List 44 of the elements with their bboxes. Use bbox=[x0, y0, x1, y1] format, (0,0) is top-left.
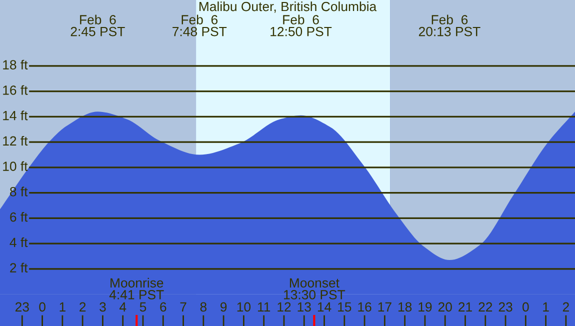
x-tick-label: 0 bbox=[522, 302, 529, 312]
x-tick-label: 23 bbox=[498, 302, 512, 312]
annotation: Feb 6 12:50 PST bbox=[270, 14, 332, 36]
y-tick-label: 4 ft bbox=[10, 237, 28, 248]
x-tick-label: 14 bbox=[318, 302, 332, 312]
x-tick-label: 12 bbox=[278, 302, 291, 312]
y-tick-label: 14 ft bbox=[3, 110, 28, 120]
annotation: Feb 6 7:48 PST bbox=[172, 14, 227, 36]
x-tick-label: 5 bbox=[140, 302, 146, 312]
x-tick-label: 16 bbox=[358, 302, 372, 312]
x-tick-label: 23 bbox=[15, 302, 29, 312]
y-tick-label: 10 ft bbox=[3, 161, 28, 171]
x-tick-label: 21 bbox=[458, 302, 472, 312]
y-tick-label: 16 ft bbox=[3, 85, 28, 95]
y-tick-label: 2 ft bbox=[10, 262, 28, 272]
y-tick-label: 6 ft bbox=[10, 212, 28, 222]
x-tick-label: 20 bbox=[438, 302, 452, 312]
ref-line-label: Moonset 13:30 PST bbox=[284, 278, 346, 300]
x-tick-label: 1 bbox=[60, 302, 66, 312]
x-tick-label: 8 bbox=[200, 302, 207, 312]
ref-line-label: Moonrise 4:41 PST bbox=[109, 278, 164, 300]
chart-title: Malibu Outer, British Columbia bbox=[199, 2, 377, 13]
y-tick-label: 18 ft bbox=[3, 60, 28, 70]
x-tick-label: 17 bbox=[378, 302, 392, 312]
x-tick-label: 15 bbox=[338, 302, 352, 312]
x-tick-label: 6 bbox=[160, 302, 166, 312]
x-tick-label: 2 bbox=[80, 302, 86, 312]
x-tick-label: 4 bbox=[119, 302, 126, 312]
x-tick-label: 1 bbox=[543, 302, 549, 312]
annotation: Feb 6 20:13 PST bbox=[418, 14, 480, 36]
y-tick-label: 12 ft bbox=[3, 136, 28, 146]
x-tick-label: 13 bbox=[298, 302, 311, 312]
annotation: Feb 6 2:45 PST bbox=[70, 14, 125, 36]
x-tick-label: 2 bbox=[562, 302, 569, 312]
y-tick-label: 8 ft bbox=[10, 186, 28, 196]
x-tick-label: 18 bbox=[398, 302, 412, 312]
x-tick-label: 19 bbox=[418, 302, 432, 312]
x-tick-label: 10 bbox=[237, 302, 251, 312]
x-tick-label: 0 bbox=[39, 302, 46, 312]
x-tick-label: 3 bbox=[100, 302, 106, 312]
x-tick-label: 11 bbox=[258, 302, 270, 312]
x-tick-label: 22 bbox=[478, 302, 492, 312]
x-tick-label: 7 bbox=[180, 302, 186, 312]
x-tick-label: 9 bbox=[220, 302, 227, 312]
